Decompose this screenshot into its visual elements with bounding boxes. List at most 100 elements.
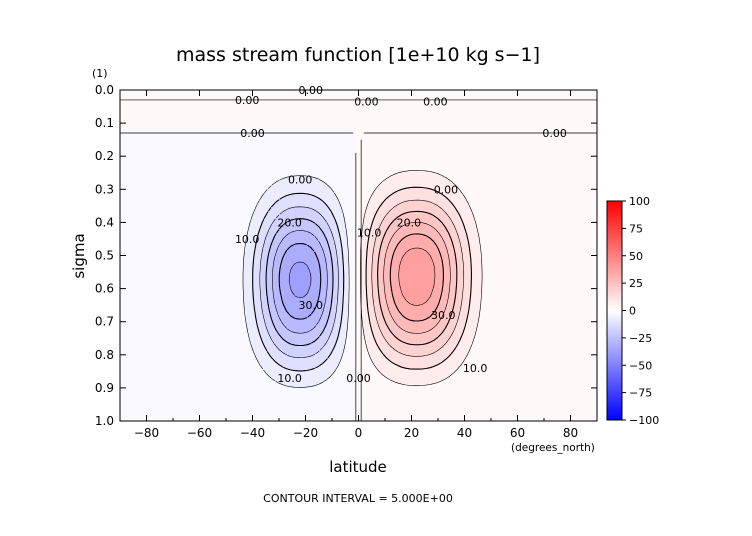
- contour-fill-cell: [546, 117, 550, 121]
- contour-fill-cell: [477, 93, 481, 97]
- contour-fill-cell: [330, 135, 334, 139]
- contour-fill-cell: [123, 114, 127, 118]
- contour-fill-cell: [336, 111, 340, 115]
- contour-fill-cell: [300, 99, 304, 103]
- contour-fill-cell: [288, 93, 292, 97]
- contour-fill-cell: [258, 135, 262, 139]
- contour-fill-cell: [285, 147, 289, 151]
- contour-fill-cell: [276, 177, 280, 181]
- contour-fill-cell: [414, 108, 418, 112]
- contour-fill-cell: [177, 183, 181, 187]
- contour-fill-cell: [363, 171, 367, 175]
- contour-fill-cell: [546, 90, 550, 94]
- contour-fill-cell: [480, 153, 484, 157]
- contour-fill-cell: [579, 99, 583, 103]
- contour-fill-cell: [258, 105, 262, 109]
- contour-fill-cell: [324, 123, 328, 127]
- contour-fill-cell: [465, 102, 469, 106]
- contour-fill-cell: [237, 135, 241, 139]
- contour-fill-cell: [234, 153, 238, 157]
- contour-fill-cell: [375, 105, 379, 109]
- contour-fill-cell: [411, 165, 415, 169]
- contour-fill-cell: [567, 180, 571, 184]
- contour-fill-cell: [300, 165, 304, 169]
- contour-fill-cell: [333, 117, 337, 121]
- contour-fill-cell: [129, 111, 133, 115]
- contour-fill-cell: [453, 96, 457, 100]
- contour-fill-cell: [120, 162, 124, 166]
- contour-fill-cell: [150, 168, 154, 172]
- contour-fill-cell: [531, 135, 535, 139]
- contour-fill-cell: [555, 171, 559, 175]
- contour-fill-cell: [303, 138, 307, 142]
- contour-fill-cell: [357, 132, 361, 136]
- contour-fill-cell: [177, 132, 181, 136]
- contour-fill-cell: [465, 111, 469, 115]
- contour-fill-cell: [177, 102, 181, 106]
- contour-fill-cell: [408, 177, 412, 181]
- contour-fill-cell: [123, 126, 127, 130]
- contour-fill-cell: [162, 180, 166, 184]
- contour-fill-cell: [156, 180, 160, 184]
- contour-fill-cell: [534, 129, 538, 133]
- contour-fill-cell: [345, 174, 349, 178]
- contour-fill-cell: [564, 153, 568, 157]
- contour-fill-cell: [327, 156, 331, 160]
- contour-fill-cell: [156, 174, 160, 178]
- contour-fill-cell: [435, 93, 439, 97]
- contour-fill-cell: [507, 150, 511, 154]
- contour-fill-cell: [423, 147, 427, 151]
- contour-fill-cell: [270, 108, 274, 112]
- contour-fill-cell: [303, 153, 307, 157]
- contour-fill-cell: [564, 150, 568, 154]
- contour-fill-cell: [462, 129, 466, 133]
- contour-fill-cell: [348, 123, 352, 127]
- contour-fill-cell: [504, 111, 508, 115]
- contour-fill-cell: [327, 150, 331, 154]
- contour-fill-cell: [519, 96, 523, 100]
- contour-fill-cell: [189, 144, 193, 148]
- contour-fill-cell: [165, 171, 169, 175]
- contour-fill-cell: [207, 105, 211, 109]
- contour-fill-cell: [375, 126, 379, 130]
- contour-fill-cell: [120, 138, 124, 142]
- contour-fill-cell: [456, 171, 460, 175]
- contour-fill-cell: [447, 99, 451, 103]
- contour-fill-cell: [279, 141, 283, 145]
- contour-fill-cell: [342, 111, 346, 115]
- contour-fill-cell: [225, 159, 229, 163]
- contour-fill-cell: [504, 159, 508, 163]
- contour-fill-cell: [549, 159, 553, 163]
- contour-fill-cell: [345, 132, 349, 136]
- contour-fill-cell: [432, 90, 436, 94]
- contour-fill-cell: [567, 159, 571, 163]
- contour-fill-cell: [153, 138, 157, 142]
- contour-fill-cell: [507, 102, 511, 106]
- contour-fill-cell: [360, 147, 364, 151]
- contour-fill-cell: [150, 165, 154, 169]
- contour-fill-cell: [447, 114, 451, 118]
- contour-fill-cell: [240, 177, 244, 181]
- contour-fill-cell: [423, 153, 427, 157]
- contour-fill-cell: [129, 99, 133, 103]
- contour-fill-cell: [267, 93, 271, 97]
- contour-fill-cell: [264, 177, 268, 181]
- contour-fill-cell: [180, 147, 184, 151]
- contour-fill-cell: [294, 156, 298, 160]
- contour-fill-cell: [510, 156, 514, 160]
- contour-fill-cell: [168, 138, 172, 142]
- contour-fill-cell: [207, 114, 211, 118]
- contour-fill-cell: [264, 126, 268, 130]
- contour-fill-cell: [573, 102, 577, 106]
- contour-fill-cell: [417, 141, 421, 145]
- contour-fill-cell: [405, 180, 409, 184]
- contour-fill-cell: [159, 108, 163, 112]
- contour-fill-cell: [183, 138, 187, 142]
- contour-fill-cell: [243, 123, 247, 127]
- contour-fill-cell: [570, 105, 574, 109]
- contour-fill-cell: [591, 180, 595, 184]
- contour-fill-cell: [171, 147, 175, 151]
- contour-fill-cell: [351, 144, 355, 148]
- contour-fill-cell: [255, 93, 259, 97]
- contour-fill-cell: [303, 114, 307, 118]
